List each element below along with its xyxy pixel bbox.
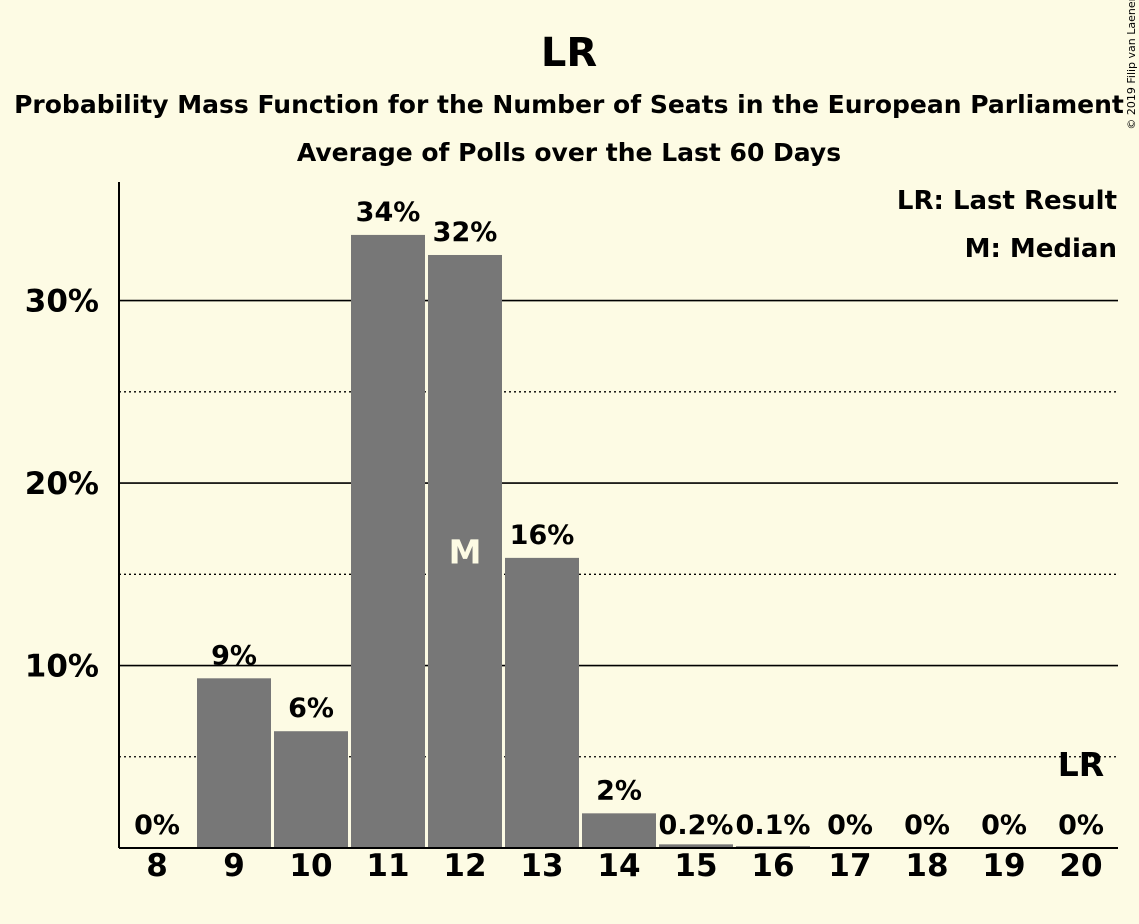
x-axis-ticks: 8 9 10 11 12 13 14 15 16 17 18 19 20	[146, 848, 1102, 884]
y-tick-label: 10%	[25, 649, 99, 685]
bar-11	[351, 234, 425, 849]
data-label: 0%	[1058, 810, 1104, 841]
x-tick-label: 9	[223, 848, 245, 884]
data-label: 34%	[356, 197, 421, 228]
median-marker: M	[449, 532, 482, 571]
bar-12	[428, 254, 502, 848]
data-label: 6%	[288, 693, 334, 724]
data-label: 9%	[211, 640, 257, 671]
chart-subtitle-period: Average of Polls over the Last 60 Days	[297, 138, 841, 167]
copyright-note: © 2019 Filip van Laenen	[1125, 0, 1138, 130]
x-tick-label: 11	[366, 848, 409, 884]
x-tick-label: 15	[674, 848, 717, 884]
x-tick-label: 10	[289, 848, 332, 884]
x-tick-label: 8	[146, 848, 168, 884]
bar-14	[582, 813, 656, 848]
bar-13	[505, 557, 579, 848]
x-tick-label: 12	[443, 848, 486, 884]
data-label: 0%	[904, 810, 950, 841]
data-label: 0.2%	[659, 810, 734, 841]
y-tick-label: 30%	[25, 284, 99, 320]
bars	[197, 234, 810, 849]
y-axis-ticks: 10% 20% 30%	[25, 284, 99, 685]
y-tick-label: 20%	[25, 466, 99, 502]
data-label: 0.1%	[736, 810, 811, 841]
bar-9	[197, 678, 271, 848]
bar-10	[274, 731, 348, 848]
data-label: 0%	[981, 810, 1027, 841]
legend-median: M: Median	[965, 234, 1117, 264]
legend-last-result: LR: Last Result	[897, 186, 1117, 216]
x-tick-label: 14	[597, 848, 640, 884]
last-result-marker: LR	[1058, 745, 1104, 784]
chart-subtitle: Probability Mass Function for the Number…	[14, 90, 1124, 119]
x-tick-label: 20	[1059, 848, 1102, 884]
x-tick-label: 13	[520, 848, 563, 884]
bar-15	[659, 844, 733, 848]
x-tick-label: 17	[828, 848, 871, 884]
x-tick-label: 16	[751, 848, 794, 884]
x-tick-label: 19	[982, 848, 1025, 884]
data-label: 0%	[827, 810, 873, 841]
data-labels: 0% 9% 6% 34% 32% 16% 2% 0.2% 0.1% 0% 0% 0% 0%	[134, 197, 1104, 841]
chart-title: LR	[541, 30, 597, 76]
data-label: 32%	[433, 217, 498, 248]
data-label: 2%	[596, 775, 642, 806]
data-label: 16%	[510, 520, 575, 551]
data-label: 0%	[134, 810, 180, 841]
x-tick-label: 18	[905, 848, 948, 884]
